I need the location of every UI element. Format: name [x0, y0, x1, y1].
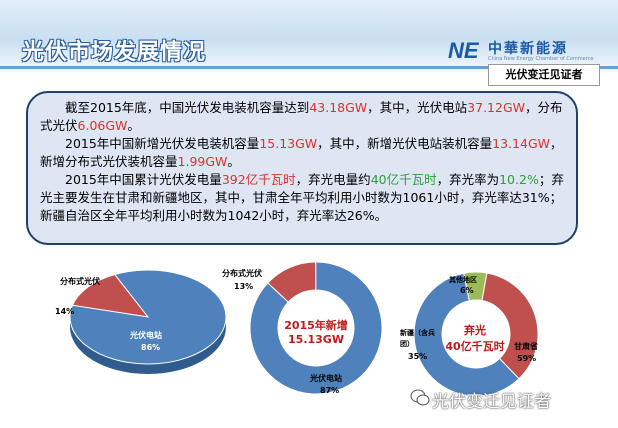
paragraph-cumulative-capacity: 截至2015年底，中国光伏发电装机容量达到43.18GW，其中，光伏电站37.1… [40, 100, 563, 133]
slide-title: 光伏市场发展情况 [22, 40, 207, 65]
org-logo: NE 中華新能源 China New Energy Chamber of Com… [448, 38, 608, 66]
donut3-pct-xinjiang: 35% [408, 352, 428, 361]
logo-mark: NE [448, 38, 479, 63]
donut2-pct-distributed: 13% [234, 282, 254, 291]
donut2-label-station: 光伏电站 [310, 374, 342, 383]
donut3-label-other: 其他地区 [449, 276, 477, 284]
donut2-label-distributed: 分布式光伏 [222, 269, 262, 278]
pie1-depth-side [70, 317, 226, 327]
donut3-center-line2: 40亿千瓦时 [445, 340, 505, 353]
donut3-pct-gansu: 59% [517, 354, 537, 363]
donut3-label-xinjiang: 新疆（含兵团） [400, 328, 436, 350]
donut3-pct-other: 6% [460, 286, 474, 295]
paragraph-new-capacity: 2015年中国新增光伏发电装机容量15.13GW，其中，新增光伏电站装机容量13… [40, 136, 563, 169]
donut3-center-label: 弃光 40亿千瓦时 [440, 322, 510, 354]
summary-textbox: 截至2015年底，中国光伏发电装机容量达到43.18GW，其中，光伏电站37.1… [26, 91, 578, 245]
donut3-label-gansu: 甘肃省 [514, 342, 538, 351]
slide-header [0, 0, 618, 72]
donut2-center-line1: 2015年新增 [284, 319, 348, 332]
donut3-label-xinjiang-name: 新疆（含兵团） [400, 329, 435, 348]
pie1-pct-distributed: 14% [55, 307, 75, 316]
paragraph-generation-curtailment: 2015年中国累计光伏发电量392亿千瓦时，弃光电量约40亿千瓦时，弃光率为10… [40, 172, 564, 223]
pie1-label-distributed: 分布式光伏 [60, 276, 100, 288]
wechat-icon [410, 389, 430, 406]
logo-english-name: China New Energy Chamber of Commerce [488, 56, 594, 62]
pie1-pct-station: 86% [141, 343, 161, 352]
donut2-pct-station: 87% [320, 386, 340, 395]
header-divider [0, 66, 618, 69]
source-stamp: 光伏变迁见证者 [488, 64, 600, 86]
chart-2-slice-1 [267, 261, 317, 303]
donut3-center-line1: 弃光 [464, 324, 486, 337]
watermark-text: 光伏变迁见证者 [432, 392, 551, 412]
pie1-label-distributed-name: 分布式光伏 [60, 277, 100, 286]
logo-chinese-name: 中華新能源 [488, 41, 568, 57]
donut2-center-line2: 15.13GW [288, 333, 344, 346]
pie1-label-station: 光伏电站 [130, 331, 162, 340]
pie1-depth-base [70, 280, 226, 374]
donut2-center-label: 2015年新增 15.13GW [276, 317, 356, 346]
